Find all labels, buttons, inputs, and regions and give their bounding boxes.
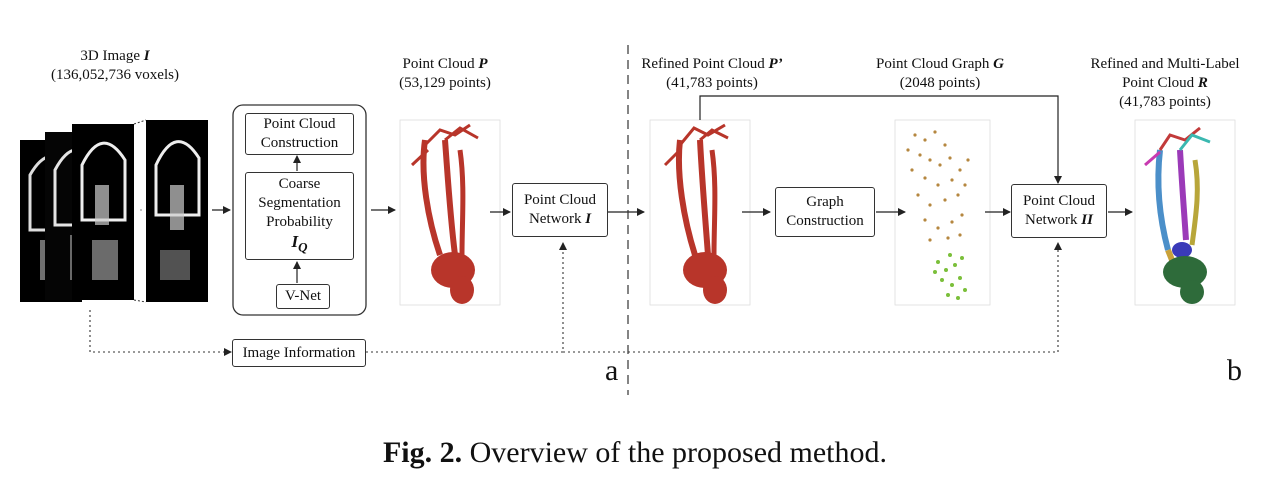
coarse-segmentation-box: Coarse Segmentation Probability IQ [245,172,354,260]
net1-symbol: I [585,211,592,227]
pc-construction-line2: Construction [260,135,339,151]
net1-line2: Network [528,211,586,227]
graph-g-label: Point Cloud Graph G (2048 points) [860,55,1020,93]
vnet-label: V-Net [284,288,322,304]
refined-r-label: Refined and Multi-Label Point Cloud R (4… [1085,55,1245,112]
net2-line2: Network [1025,212,1082,228]
coarse-segmentation-group [232,104,367,316]
flow-arrows [212,95,1133,283]
point-cloud-p [410,123,479,304]
image-information-label: Image Information [242,344,356,361]
iq-symbol: I [291,232,299,252]
figure-caption: Fig. 2. Overview of the proposed method. [0,436,1270,470]
coarse-line3: Probability [266,214,333,231]
point-cloud-network-1-box: Point Cloud Network I [512,183,608,237]
point-cloud-construction-box: Point Cloud Construction [245,113,354,155]
image-3d-count: (136,052,736 voxels) [51,67,179,83]
net2-symbol: II [1081,212,1093,228]
image-3d-symbol: I [143,48,150,64]
point-cloud-p-symbol: P [478,56,488,72]
net2-line1: Point Cloud [1022,193,1096,209]
point-cloud-p-title: Point Cloud [402,56,479,72]
refined-r-count: (41,783 points) [1119,94,1211,110]
net1-line1: Point Cloud [523,192,597,208]
refined-r-symbol: R [1197,75,1208,91]
point-cloud-graph [906,130,970,300]
refined-p-label: Refined Point Cloud P’ (41,783 points) [632,55,792,93]
ct-slice-stack [20,119,208,303]
point-cloud-network-2-box: Point Cloud Network II [1011,184,1107,238]
refined-point-cloud [663,123,729,304]
graph-g-count: (2048 points) [899,75,981,91]
refined-r-title: Point Cloud [1122,75,1198,91]
caption-label: Fig. 2. [382,436,463,469]
image-3d-label: 3D Image I (136,052,736 voxels) [40,47,190,85]
coarse-line1: Coarse [278,176,321,193]
point-cloud-p-label: Point Cloud P (53,129 points) [370,55,520,93]
pc-construction-line1: Point Cloud [263,116,336,132]
graph-g-title: Point Cloud Graph [876,56,994,72]
iq-subscript: Q [298,239,308,255]
caption-text: Overview of the proposed method. [462,436,888,469]
ct-slice [146,120,208,302]
multi-label-point-cloud [1144,126,1211,304]
graph-construction-line2: Construction [786,213,864,229]
image-information-arrows [89,242,1062,356]
refined-r-line1: Refined and Multi-Label [1090,56,1240,72]
graph-g-symbol: G [993,56,1004,72]
refined-p-symbol: P’ [768,56,783,72]
image-3d-title: 3D Image [80,48,144,64]
coarse-line2: Segmentation [258,195,341,212]
ct-slice [72,124,134,300]
point-cloud-p-count: (53,129 points) [399,75,491,91]
graph-construction-line1: Graph [806,194,844,210]
panel-label-a: a [605,354,619,387]
panel-label-b: b [1227,354,1242,387]
vnet-box: V-Net [276,284,330,309]
refined-p-title: Refined Point Cloud [641,56,769,72]
image-information-box: Image Information [232,339,366,367]
graph-construction-box: Graph Construction [775,187,875,237]
refined-p-count: (41,783 points) [666,75,758,91]
